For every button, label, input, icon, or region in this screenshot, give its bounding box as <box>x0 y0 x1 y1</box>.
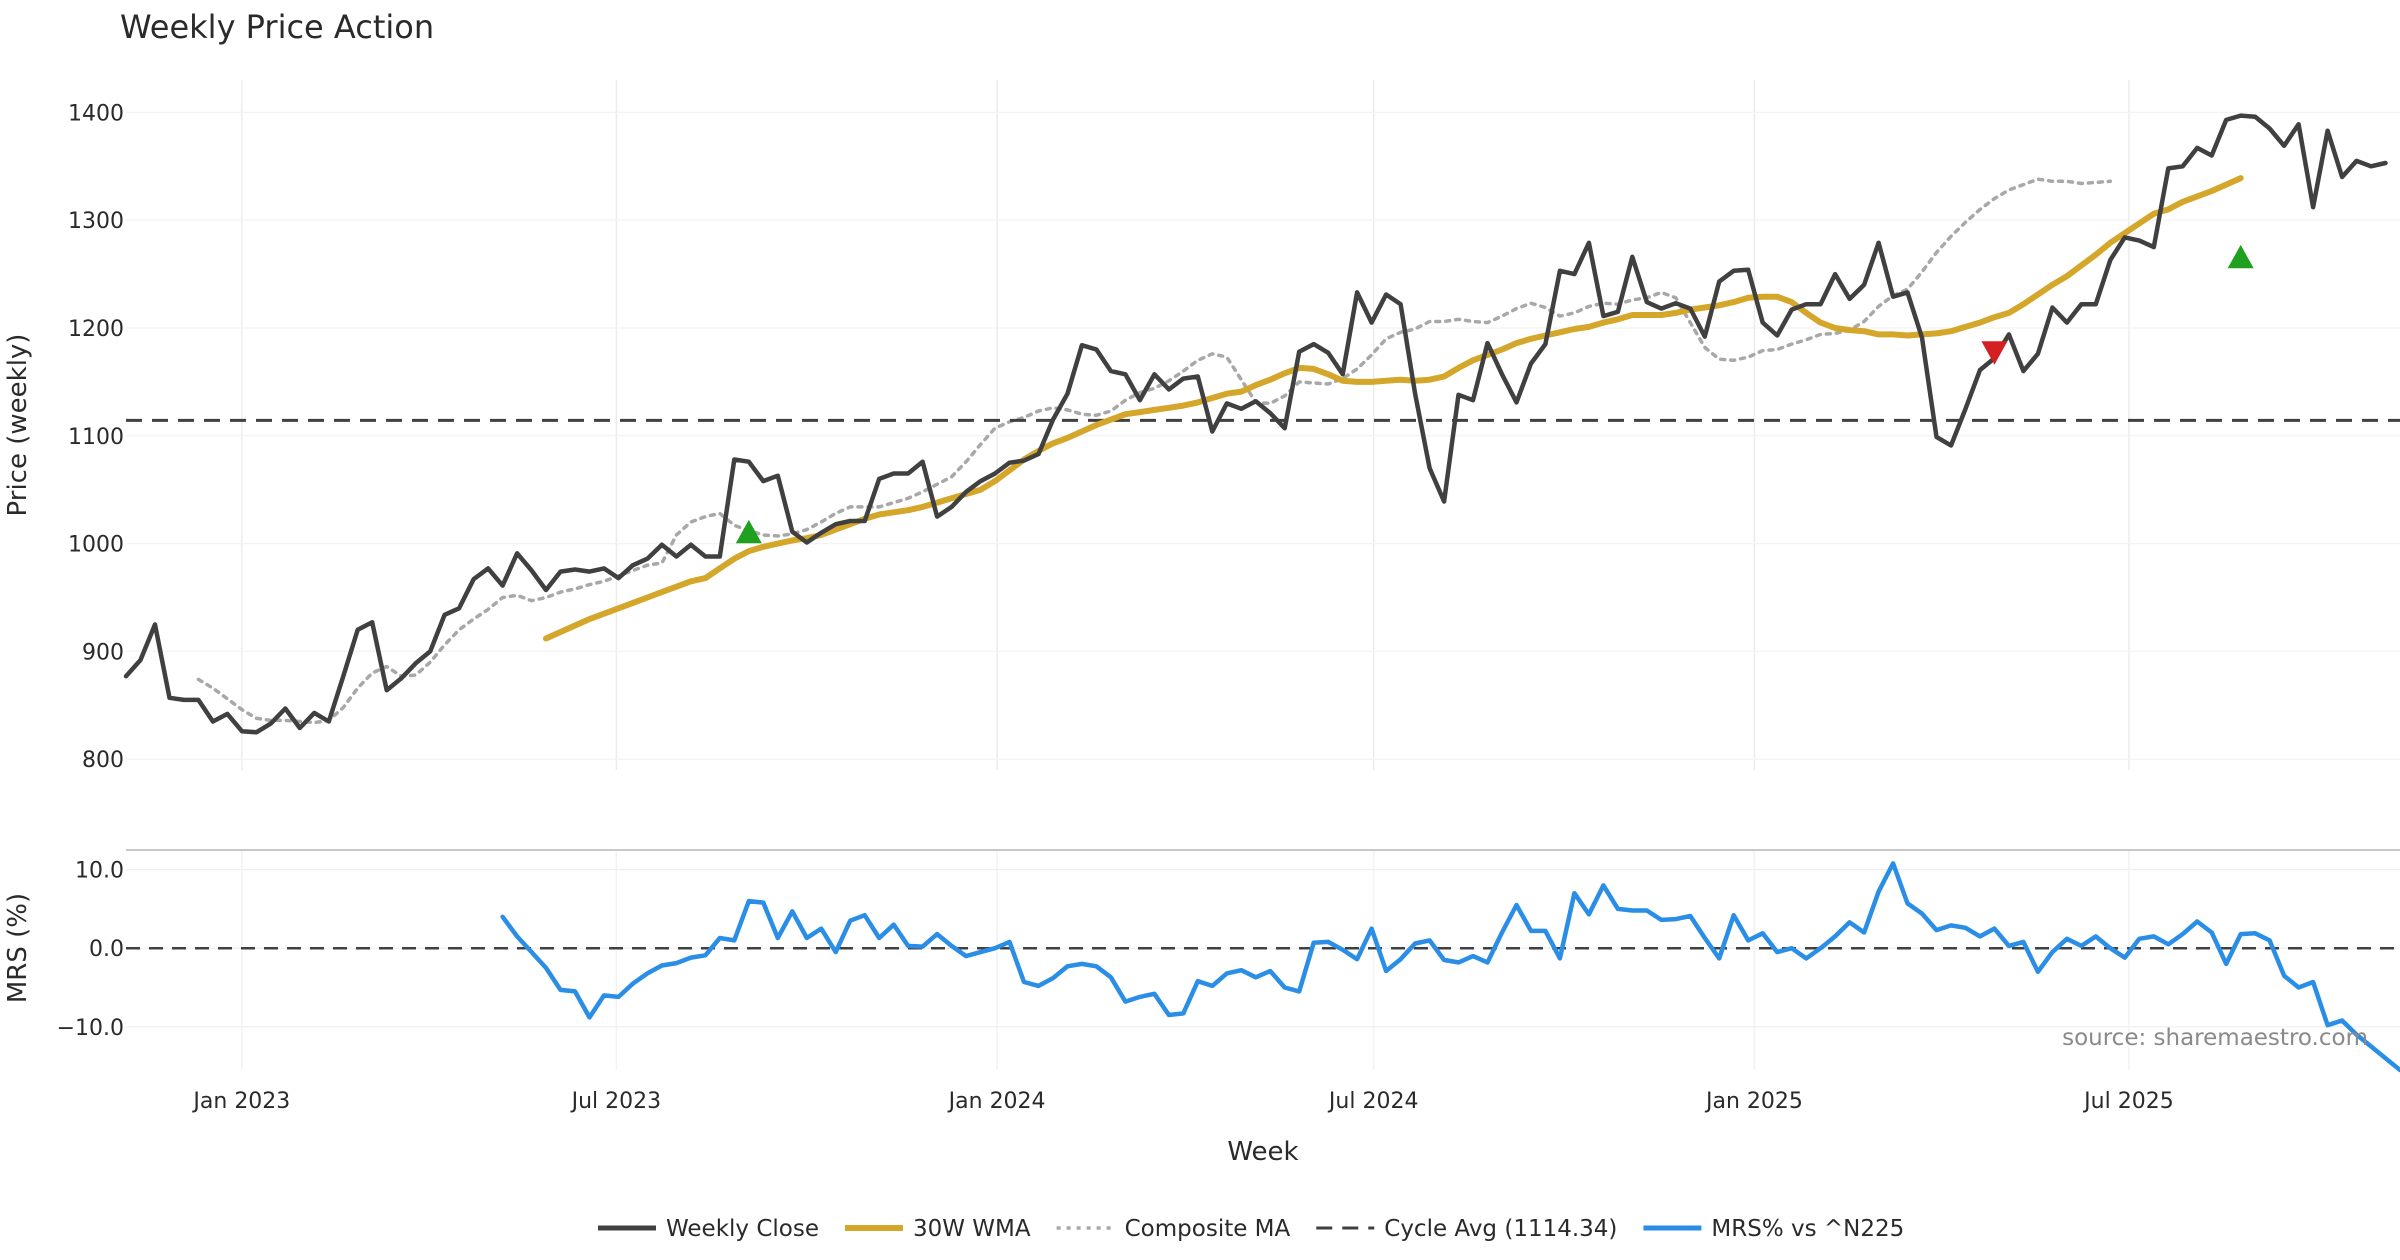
series-layer <box>123 113 2400 1073</box>
x-axis-title: Week <box>1227 1137 1298 1167</box>
price-y-tick-label: 1300 <box>68 209 124 234</box>
sell-signal-marker <box>1981 341 2008 365</box>
source-note: source: sharemaestro.com <box>2062 1025 2368 1051</box>
buy-signal-marker <box>735 519 762 544</box>
price-y-tick-label: 800 <box>82 748 124 773</box>
x-tick-label: Jul 2024 <box>1327 1089 1419 1114</box>
mrs-y-tick-label: 10.0 <box>75 859 124 884</box>
x-tick-label: Jul 2025 <box>2082 1089 2174 1114</box>
price-y-tick-label: 900 <box>82 640 124 665</box>
x-tick-label: Jan 2025 <box>1704 1089 1803 1114</box>
weekly-close-line <box>123 113 2388 735</box>
x-tick-label: Jan 2023 <box>191 1089 290 1114</box>
legend-label: MRS% vs ^N225 <box>1711 1216 1904 1242</box>
marker-layer <box>735 244 2254 544</box>
price-y-tick-label: 1400 <box>68 101 124 126</box>
grid-layer <box>126 80 2400 1070</box>
legend-label: Weekly Close <box>666 1216 819 1242</box>
30w-wma-line <box>543 175 2244 642</box>
mrs-vs-n225-line <box>500 861 2400 1073</box>
price-y-tick-label: 1000 <box>68 533 124 558</box>
legend-label: 30W WMA <box>913 1216 1031 1242</box>
x-tick-label: Jan 2024 <box>947 1089 1046 1114</box>
x-tick-label: Jul 2023 <box>570 1089 662 1114</box>
legend-label: Cycle Avg (1114.34) <box>1384 1216 1617 1242</box>
chart-title: Weekly Price Action <box>120 8 434 46</box>
buy-signal-marker <box>2227 244 2254 269</box>
mrs-axis-title: MRS (%) <box>3 893 33 1003</box>
price-axis-title: Price (weekly) <box>3 334 33 517</box>
mrs-y-tick-label: 0.0 <box>89 937 124 962</box>
legend: Weekly Close 30W WMA Composite MA Cycle Avg… <box>598 1216 1904 1242</box>
mrs-y-tick-label: −10.0 <box>57 1016 124 1041</box>
tick-layer: Jan 2023 Jul 2023 Jan 2024 Jul 2024 Jan 2025… <box>57 101 2174 1114</box>
legend-label: Composite MA <box>1125 1216 1291 1242</box>
price-y-tick-label: 1100 <box>68 425 124 450</box>
price-y-tick-label: 1200 <box>68 317 124 342</box>
composite-ma-line <box>196 177 2113 725</box>
